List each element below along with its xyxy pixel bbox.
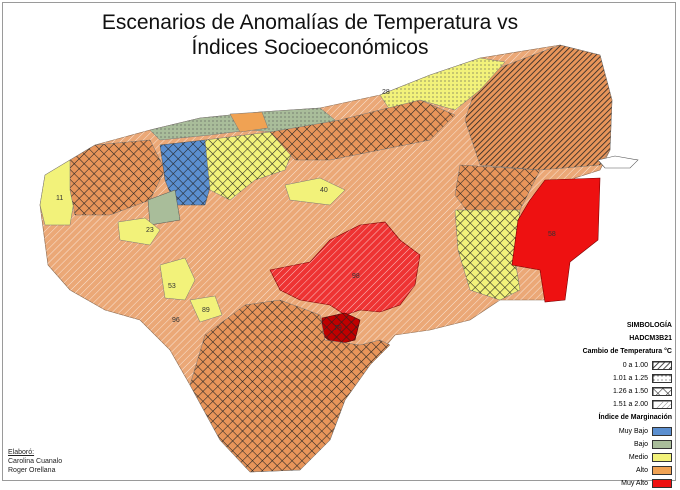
map-label-58: 58 — [548, 231, 556, 238]
map-frame — [2, 2, 676, 481]
region-alto-coast — [229, 111, 269, 133]
legend-temp-swatch-dots — [652, 373, 672, 383]
legend-temp-label: 0 a 1.00 — [622, 361, 648, 369]
region-medio-40 — [284, 177, 346, 206]
legend-marg-row: Muy Alto — [560, 477, 672, 489]
legend-temp-row: 1.51 a 2.00 — [560, 398, 672, 410]
legend-temp-label: 1.01 a 1.25 — [612, 374, 648, 382]
region-medio-53 — [159, 257, 196, 301]
map-label-98: 98 — [352, 273, 360, 280]
legend-marg-title: Índice de Marginación — [598, 414, 672, 421]
map-label-11: 11 — [56, 195, 63, 202]
legend-marg-swatch-alto — [652, 465, 672, 475]
legend-marg-row: Alto — [560, 464, 672, 476]
legend-marg-row: Bajo — [560, 438, 672, 450]
credits-author-2: Roger Orellana — [8, 467, 56, 474]
region-muy-alto-east — [511, 177, 601, 303]
map-label-28: 28 — [382, 89, 390, 96]
legend-marg-label: Muy Bajo — [618, 427, 648, 435]
legend-model: HADCM3B21 — [629, 335, 672, 342]
legend-marg-swatch-muy-alto — [652, 478, 672, 488]
credits: Elaboró: Carolina Cuanalo Roger Orellana — [8, 448, 62, 475]
title-line-2: Índices Socioeconómicos — [191, 36, 429, 59]
island — [597, 155, 639, 169]
legend-temp-row: 0 a 1.00 — [560, 359, 672, 371]
legend-marg-label: Muy Alto — [621, 479, 648, 487]
legend-temp-swatch-light — [652, 399, 672, 409]
map-label-89: 89 — [202, 307, 210, 314]
legend-temp-row: 1.01 a 1.25 — [560, 372, 672, 384]
region-medio-89 — [189, 295, 223, 323]
legend-marg-label: Bajo — [633, 440, 648, 448]
legend-temp-swatch-cross — [652, 386, 672, 396]
credits-label: Elaboró: — [8, 449, 35, 456]
map-label-79: 79 — [334, 325, 342, 332]
map-label-23: 23 — [146, 227, 154, 234]
legend-temp-row: 1.26 a 1.50 — [560, 385, 672, 397]
legend-temp-label: 1.26 a 1.50 — [612, 387, 648, 395]
legend-title: SIMBOLOGÍA — [626, 322, 672, 329]
legend-temp-label: 1.51 a 2.00 — [612, 400, 648, 408]
legend-marg-label: Medio — [628, 453, 648, 461]
map-legend: SIMBOLOGÍA HADCM3B21 Cambio de Temperatu… — [560, 322, 672, 490]
map-label-40: 40 — [320, 187, 328, 194]
legend-marg-row: Muy Bajo — [560, 425, 672, 437]
map-title: Escenarios de Anomalías de Temperatura v… — [0, 10, 620, 60]
map-label-96: 96 — [172, 317, 180, 324]
legend-temp-title: Cambio de Temperatura °C — [582, 348, 672, 355]
legend-marg-swatch-medio — [652, 452, 672, 462]
legend-temp-swatch-dense — [652, 360, 672, 370]
region-medio-23 — [117, 217, 161, 246]
title-line-1: Escenarios de Anomalías de Temperatura v… — [101, 11, 519, 34]
credits-author-1: Carolina Cuanalo — [8, 458, 63, 465]
legend-marg-label: Alto — [635, 466, 648, 474]
map-label-53: 53 — [168, 283, 176, 290]
legend-marg-swatch-bajo — [652, 439, 672, 449]
region-bajo-merida — [147, 189, 181, 226]
legend-marg-swatch-muy-bajo — [652, 426, 672, 436]
legend-marg-row: Medio — [560, 451, 672, 463]
